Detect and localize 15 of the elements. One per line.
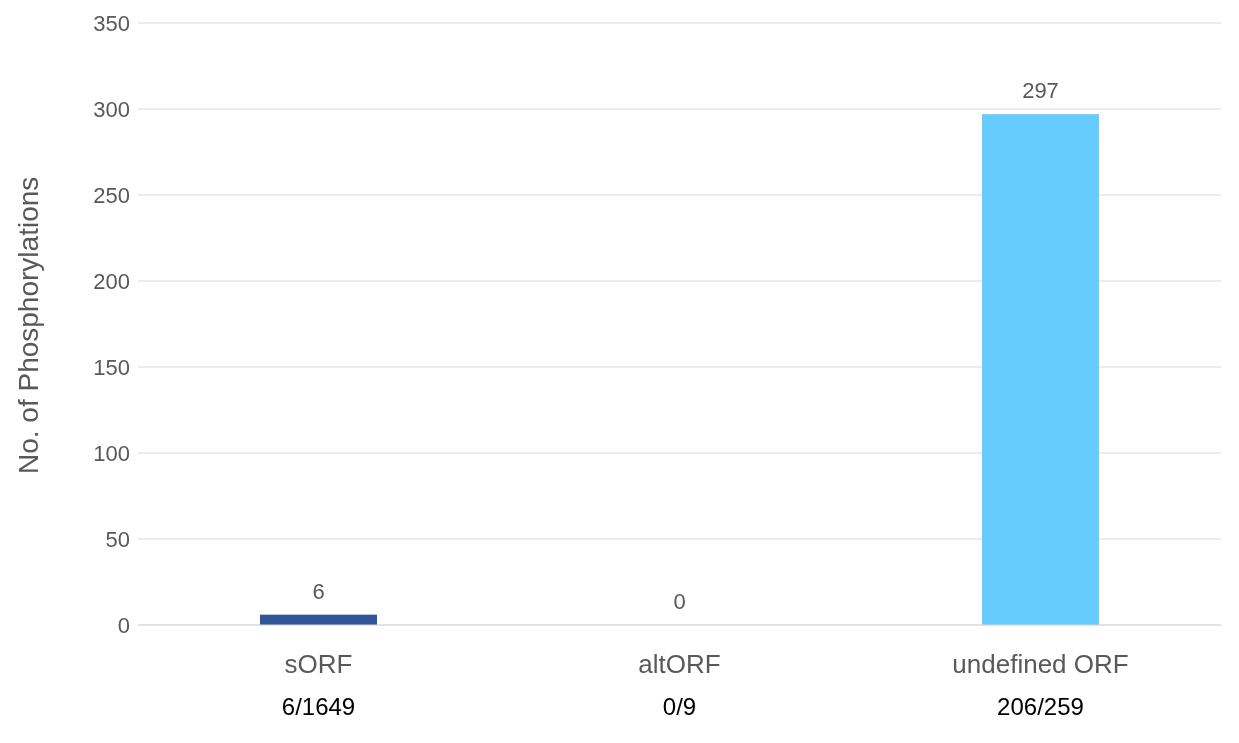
x-tick-label: undefined ORF 206/259 xyxy=(952,649,1129,720)
y-tick-label: 250 xyxy=(93,182,130,208)
y-tick-label: 150 xyxy=(93,354,130,380)
y-tick-label: 200 xyxy=(93,268,130,294)
data-label: 0 xyxy=(673,589,686,614)
x-tick-label: sORF 6/1649 xyxy=(281,649,356,720)
y-tick-label: 300 xyxy=(93,96,130,122)
data-label: 6 xyxy=(312,578,325,604)
y-tick-label: 100 xyxy=(93,440,130,466)
y-tick-label: 50 xyxy=(105,526,130,552)
x-tick-label: altORF 0/9 xyxy=(638,649,721,720)
y-axis-title: No. of Phosphorylations xyxy=(12,176,44,474)
y-tick-label: 0 xyxy=(117,612,130,638)
y-tick-label: 350 xyxy=(93,10,130,36)
data-label: 297 xyxy=(1022,78,1059,104)
